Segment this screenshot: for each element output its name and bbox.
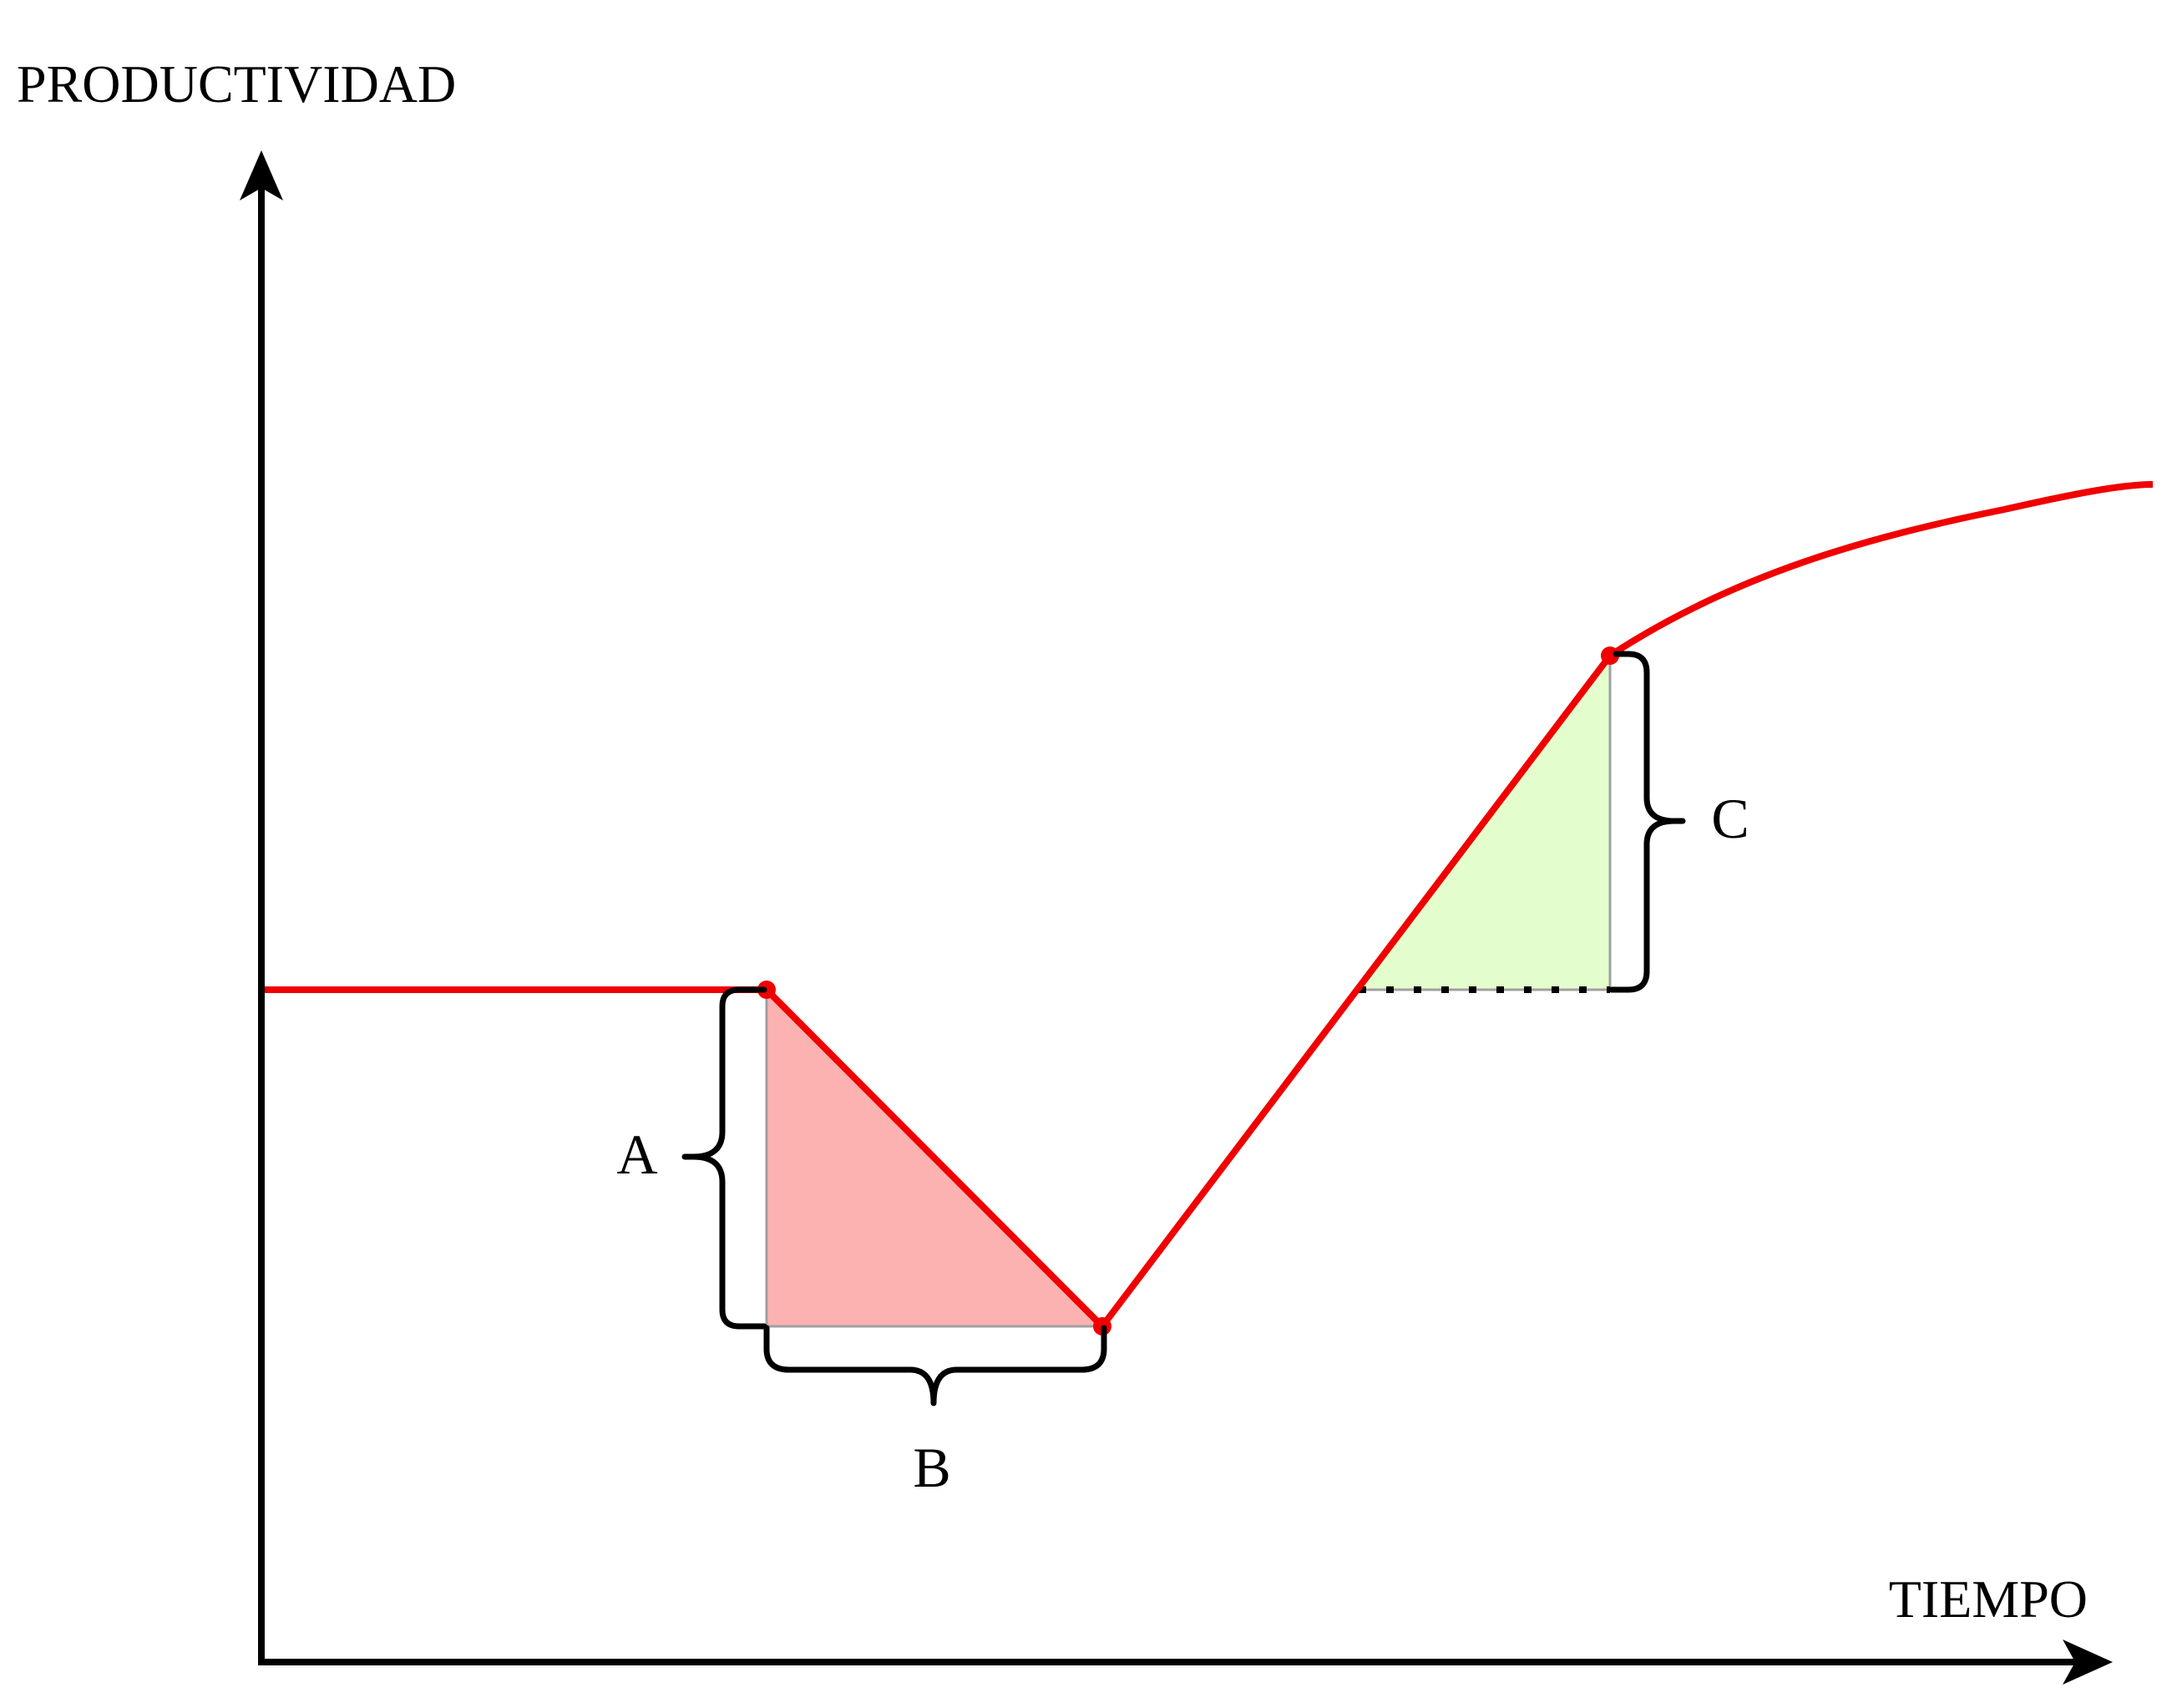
productivity-curve xyxy=(265,481,2154,1330)
brace-c xyxy=(1608,651,1686,993)
label-a: A xyxy=(616,1123,657,1186)
guide-lines xyxy=(765,656,1612,1328)
label-b: B xyxy=(913,1436,950,1499)
brace-b xyxy=(763,1325,1107,1406)
curve-point-recovery xyxy=(1601,646,1619,665)
x-axis-label: TIEMPO xyxy=(1889,1569,2088,1629)
y-axis xyxy=(240,150,283,1662)
y-axis-label: PRODUCTIVIDAD xyxy=(17,54,456,114)
brace-a xyxy=(681,986,767,1330)
label-c: C xyxy=(1711,787,1749,850)
x-axis xyxy=(258,1640,2113,1685)
